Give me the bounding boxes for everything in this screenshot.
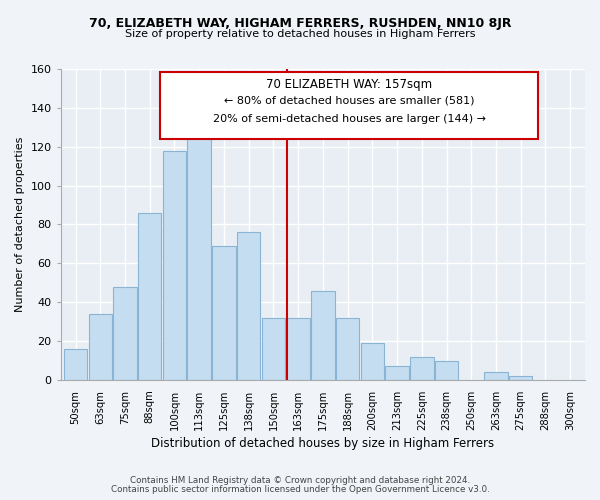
Bar: [361, 343, 384, 380]
Bar: [237, 232, 260, 380]
Bar: [89, 314, 112, 380]
Bar: [212, 246, 236, 380]
Text: 20% of semi-detached houses are larger (144) →: 20% of semi-detached houses are larger (…: [212, 114, 485, 124]
Bar: [262, 318, 285, 380]
Bar: [138, 213, 161, 380]
Bar: [286, 318, 310, 380]
Bar: [336, 318, 359, 380]
Bar: [435, 360, 458, 380]
Bar: [64, 349, 87, 380]
Text: Contains HM Land Registry data © Crown copyright and database right 2024.: Contains HM Land Registry data © Crown c…: [130, 476, 470, 485]
Text: Size of property relative to detached houses in Higham Ferrers: Size of property relative to detached ho…: [125, 29, 475, 39]
Bar: [311, 290, 335, 380]
FancyBboxPatch shape: [160, 72, 538, 139]
Bar: [163, 150, 186, 380]
Bar: [187, 133, 211, 380]
Bar: [385, 366, 409, 380]
Y-axis label: Number of detached properties: Number of detached properties: [15, 137, 25, 312]
X-axis label: Distribution of detached houses by size in Higham Ferrers: Distribution of detached houses by size …: [151, 437, 494, 450]
Text: Contains public sector information licensed under the Open Government Licence v3: Contains public sector information licen…: [110, 484, 490, 494]
Bar: [509, 376, 532, 380]
Bar: [484, 372, 508, 380]
Text: ← 80% of detached houses are smaller (581): ← 80% of detached houses are smaller (58…: [224, 96, 475, 106]
Bar: [113, 286, 137, 380]
Bar: [410, 356, 434, 380]
Text: 70 ELIZABETH WAY: 157sqm: 70 ELIZABETH WAY: 157sqm: [266, 78, 432, 90]
Text: 70, ELIZABETH WAY, HIGHAM FERRERS, RUSHDEN, NN10 8JR: 70, ELIZABETH WAY, HIGHAM FERRERS, RUSHD…: [89, 18, 511, 30]
